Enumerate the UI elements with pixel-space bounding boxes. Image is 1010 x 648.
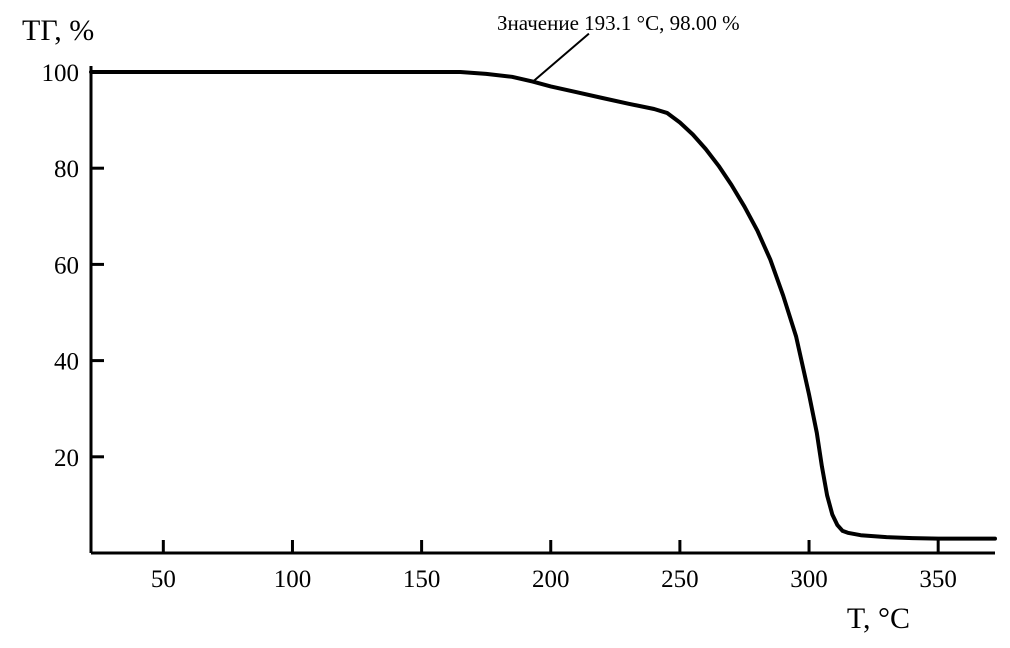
y-tick-label-100: 100 [42, 60, 80, 87]
axes [89, 66, 995, 555]
x-tick-label-100: 100 [274, 566, 312, 593]
y-tick-label-60: 60 [54, 252, 79, 279]
x-tick-label-250: 250 [661, 566, 699, 593]
x-tick-label-350: 350 [919, 566, 957, 593]
x-ticks: 50 100 150 200 250 300 350 [151, 540, 957, 593]
annotation-label: Значение 193.1 °С, 98.00 % [497, 11, 740, 35]
annotation-layer: Значение 193.1 °С, 98.00 % [497, 11, 740, 83]
series-layer [89, 70, 997, 541]
x-tick-label-200: 200 [532, 566, 570, 593]
y-axis-title: ТГ, % [22, 14, 94, 47]
x-tick-label-50: 50 [151, 566, 176, 593]
y-tick-label-40: 40 [54, 349, 79, 376]
y-tick-label-20: 20 [54, 445, 79, 472]
series-line-0 [89, 70, 997, 541]
x-axis-title: T, °C [847, 602, 910, 635]
annotation-leader-line [532, 32, 590, 83]
x-tick-label-150: 150 [403, 566, 441, 593]
x-tick-label-300: 300 [790, 566, 828, 593]
y-tick-label-80: 80 [54, 156, 79, 183]
y-ticks: 20 40 60 80 100 [42, 60, 104, 472]
